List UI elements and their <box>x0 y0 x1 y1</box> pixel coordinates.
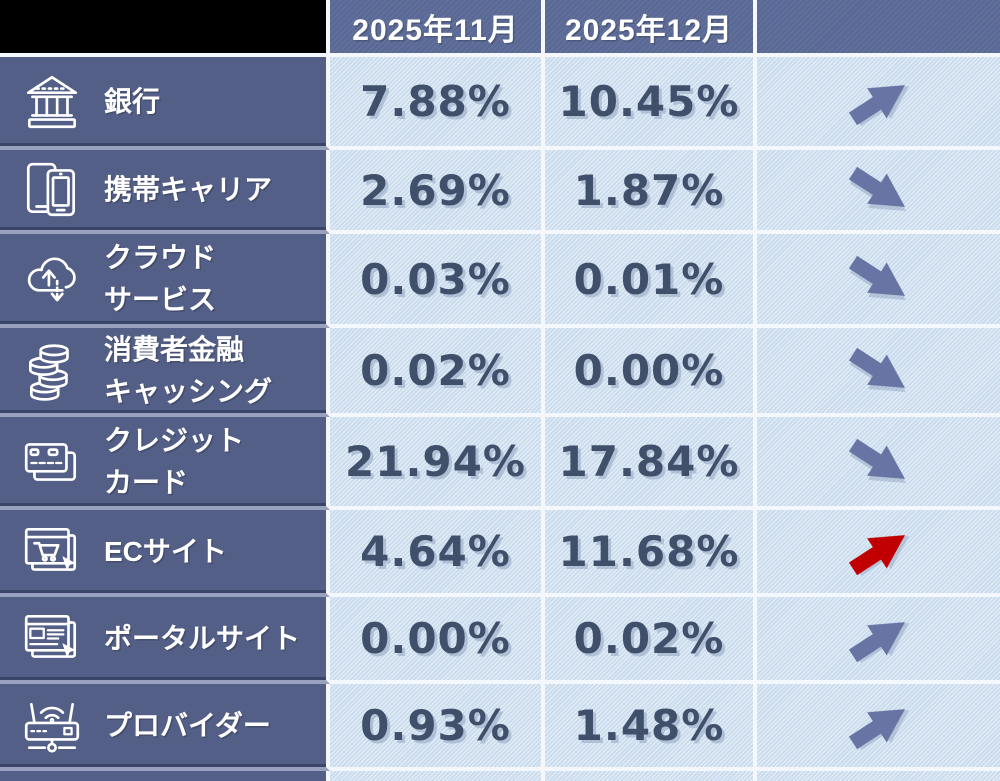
row-label-bank: 銀行 <box>0 57 330 150</box>
cloud-sync-icon <box>18 246 86 312</box>
value-provider-dec: 1.48% <box>545 684 757 771</box>
trend-arrow-portal-site <box>842 605 916 672</box>
trend-arrow-consumer-finance <box>842 337 916 404</box>
trend-cell-mobile-carrier <box>757 150 1000 234</box>
footer-sliver-dec <box>545 771 757 781</box>
value-portal-site-nov: 0.00% <box>330 597 545 684</box>
trend-arrow-mobile-carrier <box>842 156 916 223</box>
row-label-text: クラウド サービス <box>104 242 217 315</box>
value-ec-site-dec: 11.68% <box>545 510 757 597</box>
value-credit-card-nov: 21.94% <box>330 417 545 510</box>
value-provider-nov: 0.93% <box>330 684 545 771</box>
coins-icon <box>18 338 86 404</box>
corner-spacer <box>0 0 330 57</box>
row-label-text: ECサイト <box>104 535 227 567</box>
trend-arrow-ec-site <box>842 518 916 585</box>
trend-arrow-bank <box>842 68 916 135</box>
trend-arrow-cloud-service <box>842 245 916 312</box>
smartphones-icon <box>18 157 86 223</box>
value-cloud-service-dec: 0.01% <box>545 234 757 328</box>
credit-cards-icon <box>18 429 86 495</box>
value-consumer-finance-nov: 0.02% <box>330 328 545 417</box>
value-bank-dec: 10.45% <box>545 57 757 150</box>
row-label-text: 銀行 <box>104 85 161 117</box>
value-mobile-carrier-nov: 2.69% <box>330 150 545 234</box>
row-label-text: ポータルサイト <box>104 622 301 654</box>
value-ec-site-nov: 4.64% <box>330 510 545 597</box>
trend-cell-portal-site <box>757 597 1000 684</box>
column-header-trend <box>757 0 1000 57</box>
row-label-credit-card: クレジット カード <box>0 417 330 510</box>
ec-cart-icon <box>18 519 86 585</box>
column-header-nov: 2025年11月 <box>330 0 545 57</box>
trend-arrow-provider <box>842 692 916 759</box>
value-bank-nov: 7.88% <box>330 57 545 150</box>
row-label-mobile-carrier: 携帯キャリア <box>0 150 330 234</box>
bank-icon <box>18 69 86 135</box>
row-label-consumer-finance: 消費者金融 キャッシング <box>0 328 330 417</box>
trend-cell-credit-card <box>757 417 1000 510</box>
trend-arrow-credit-card <box>842 428 916 495</box>
trend-cell-cloud-service <box>757 234 1000 328</box>
row-label-ec-site: ECサイト <box>0 510 330 597</box>
row-label-provider: プロバイダー <box>0 684 330 771</box>
router-icon <box>18 693 86 759</box>
footer-label-sliver <box>0 771 330 781</box>
trend-cell-ec-site <box>757 510 1000 597</box>
value-cloud-service-nov: 0.03% <box>330 234 545 328</box>
trend-cell-bank <box>757 57 1000 150</box>
footer-sliver-nov <box>330 771 545 781</box>
trend-cell-consumer-finance <box>757 328 1000 417</box>
value-credit-card-dec: 17.84% <box>545 417 757 510</box>
row-label-text: プロバイダー <box>104 709 271 741</box>
value-consumer-finance-dec: 0.00% <box>545 328 757 417</box>
column-header-dec: 2025年12月 <box>545 0 757 57</box>
row-label-cloud-service: クラウド サービス <box>0 234 330 328</box>
value-portal-site-dec: 0.02% <box>545 597 757 684</box>
row-label-text: 携帯キャリア <box>104 174 273 205</box>
portal-site-icon <box>18 606 86 672</box>
trend-cell-provider <box>757 684 1000 771</box>
row-label-portal-site: ポータルサイト <box>0 597 330 684</box>
footer-sliver-trend <box>757 771 1000 781</box>
row-label-text: クレジット カード <box>104 424 245 498</box>
row-label-text: 消費者金融 キャッシング <box>104 333 273 407</box>
value-mobile-carrier-dec: 1.87% <box>545 150 757 234</box>
